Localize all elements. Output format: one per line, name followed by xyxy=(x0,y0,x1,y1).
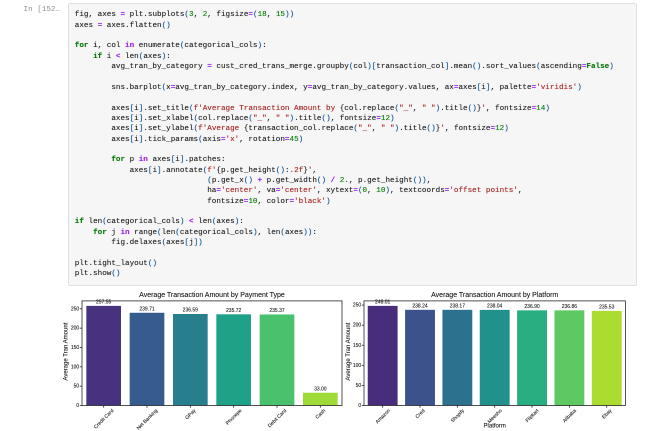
svg-text:Net Banking: Net Banking xyxy=(136,408,160,431)
svg-text:0: 0 xyxy=(358,403,361,409)
svg-text:Phonepe: Phonepe xyxy=(225,408,244,427)
svg-text:100: 100 xyxy=(353,363,362,369)
svg-text:238.17: 238.17 xyxy=(450,304,466,310)
svg-text:200: 200 xyxy=(353,323,362,329)
svg-text:50: 50 xyxy=(356,383,362,389)
svg-text:250: 250 xyxy=(353,303,362,309)
svg-text:Shopify: Shopify xyxy=(450,408,466,424)
svg-text:150: 150 xyxy=(353,343,362,349)
svg-text:250: 250 xyxy=(71,306,80,312)
svg-text:100: 100 xyxy=(71,364,80,370)
svg-text:248.01: 248.01 xyxy=(375,300,391,306)
svg-text:238.24: 238.24 xyxy=(412,304,428,310)
svg-text:239.71: 239.71 xyxy=(139,306,155,312)
svg-text:GPay: GPay xyxy=(184,408,197,421)
svg-text:Average Tran Amount: Average Tran Amount xyxy=(64,322,70,380)
svg-text:Cred: Cred xyxy=(415,408,427,420)
svg-text:Average Transaction Amount by: Average Transaction Amount by Platform xyxy=(431,292,558,299)
svg-text:Ebay: Ebay xyxy=(601,408,614,421)
svg-text:235.53: 235.53 xyxy=(599,305,615,311)
svg-text:236.86: 236.86 xyxy=(562,304,578,310)
svg-text:235.72: 235.72 xyxy=(226,308,242,314)
svg-text:Cash: Cash xyxy=(315,408,328,421)
svg-text:0: 0 xyxy=(76,403,79,409)
svg-text:238.04: 238.04 xyxy=(487,304,503,310)
svg-text:Average Tran Amount: Average Tran Amount xyxy=(346,322,352,380)
svg-text:257.55: 257.55 xyxy=(96,300,112,306)
svg-text:Credit Card: Credit Card xyxy=(93,408,115,430)
svg-text:Alibaba: Alibaba xyxy=(562,408,578,424)
svg-text:50: 50 xyxy=(74,384,80,390)
svg-text:235.37: 235.37 xyxy=(269,308,285,314)
svg-text:236.90: 236.90 xyxy=(524,304,540,310)
svg-text:Flipkart: Flipkart xyxy=(525,408,541,424)
svg-text:200: 200 xyxy=(71,326,80,332)
svg-text:Debit Card: Debit Card xyxy=(267,408,288,429)
svg-text:33.00: 33.00 xyxy=(314,386,327,392)
svg-text:Amazon: Amazon xyxy=(375,408,392,425)
svg-text:Platform: Platform xyxy=(484,423,506,429)
svg-text:236.59: 236.59 xyxy=(183,308,199,314)
svg-text:Average Transaction Amount by: Average Transaction Amount by Payment Ty… xyxy=(139,292,285,299)
svg-text:150: 150 xyxy=(71,345,80,351)
